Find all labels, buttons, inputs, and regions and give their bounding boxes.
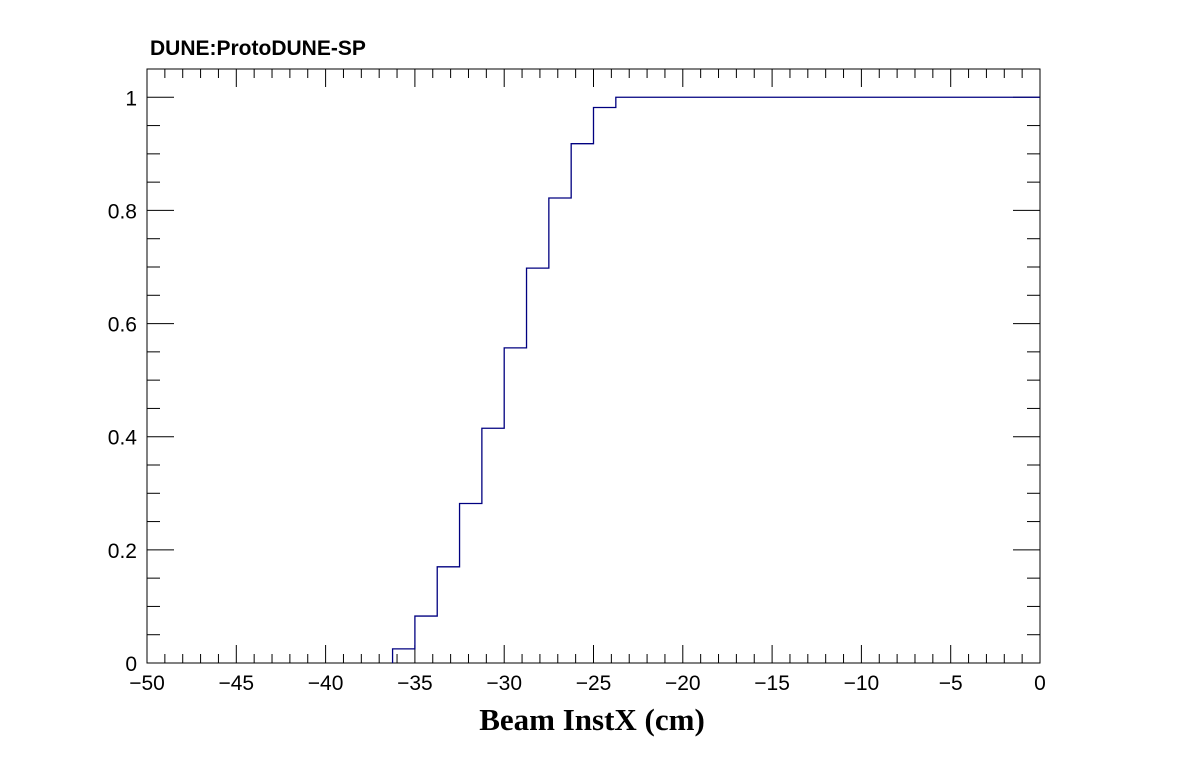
y-tick-label: 0.6 — [108, 314, 137, 337]
chart-title: DUNE:ProtoDUNE-SP — [150, 37, 366, 60]
x-tick-label: 0 — [1034, 672, 1046, 695]
x-tick-label: −45 — [218, 672, 254, 695]
y-tick-label: 0.8 — [108, 200, 137, 223]
y-tick-label: 0.2 — [108, 540, 137, 563]
x-tick-label: −40 — [308, 672, 344, 695]
axis-tick-labels: −50 −45 −40 −35 −30 −25 −20 −15 −10 −5 000.20.40.6… — [108, 87, 1046, 695]
x-tick-label: −25 — [576, 672, 612, 695]
x-tick-label: −50 — [129, 672, 165, 695]
step-series-line — [391, 96, 1040, 663]
axis-ticks — [146, 68, 1041, 664]
x-tick-label: −30 — [486, 672, 522, 695]
x-tick-label: −10 — [844, 672, 880, 695]
y-tick-label: 0.4 — [108, 427, 138, 450]
x-tick-label: −5 — [939, 672, 963, 695]
plot-frame — [146, 68, 1041, 664]
x-tick-label: −15 — [754, 672, 790, 695]
y-tick-label: 1 — [125, 87, 137, 110]
x-tick-label: −20 — [665, 672, 701, 695]
x-tick-label: −35 — [397, 672, 433, 695]
x-axis-label: Beam InstX (cm) — [479, 702, 705, 737]
y-tick-label: 0 — [125, 653, 137, 676]
